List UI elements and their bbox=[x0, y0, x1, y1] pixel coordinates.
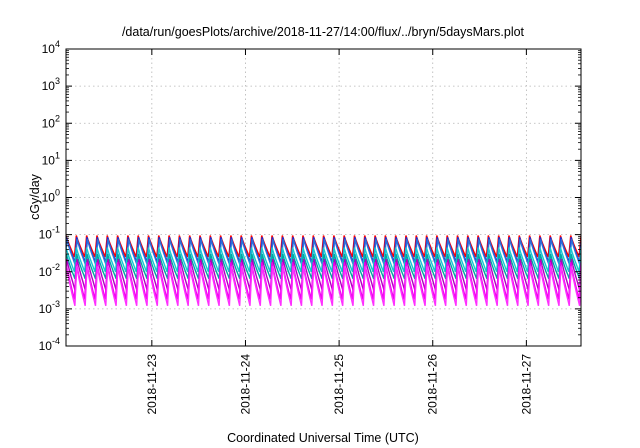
y-tick-label: 10-1 bbox=[39, 225, 60, 242]
x-tick-label: 2018-11-23 bbox=[145, 354, 159, 415]
plot-series bbox=[66, 235, 581, 307]
x-tick-label: 2018-11-25 bbox=[332, 354, 346, 415]
y-tick-label: 102 bbox=[42, 113, 60, 130]
y-tick-label: 100 bbox=[42, 188, 60, 205]
y-tick-label: 104 bbox=[42, 39, 60, 56]
y-tick-label: 103 bbox=[42, 76, 60, 93]
y-tick-label: 10-4 bbox=[39, 336, 60, 353]
series-line bbox=[66, 266, 581, 307]
y-tick-label: 101 bbox=[42, 150, 60, 167]
chart-title: /data/run/goesPlots/archive/2018-11-27/1… bbox=[122, 25, 525, 39]
y-tick-label: 10-2 bbox=[39, 262, 60, 279]
x-tick-label: 2018-11-27 bbox=[519, 354, 533, 415]
x-tick-label: 2018-11-26 bbox=[426, 354, 440, 415]
y-tick-label: 10-3 bbox=[39, 299, 60, 316]
series-line bbox=[66, 247, 581, 273]
x-tick-label: 2018-11-24 bbox=[238, 354, 252, 415]
x-axis-label: Coordinated Universal Time (UTC) bbox=[227, 431, 419, 445]
y-axis-label: cGy/day bbox=[28, 173, 42, 220]
x-axis-ticks: 2018-11-23 2018-11-24 2018-11-25 2018-11-26… bbox=[145, 49, 533, 415]
y-axis-ticks: 10-4 10-3 10-2 10-1 100 101 102 103 104 bbox=[39, 39, 581, 353]
grid-lines bbox=[66, 49, 581, 346]
